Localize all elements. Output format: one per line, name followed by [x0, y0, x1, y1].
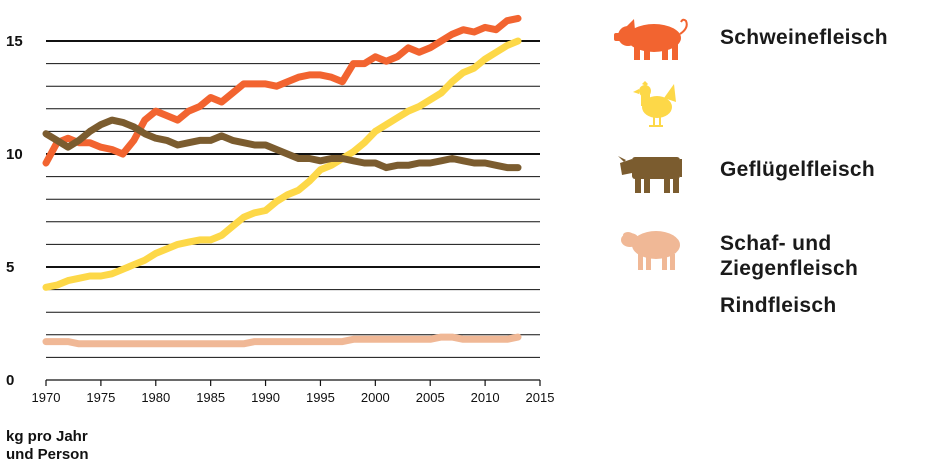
y-tick-label: 10 — [6, 146, 23, 163]
grid-lines — [46, 40, 540, 358]
unit-label-line-2: und Person — [6, 446, 89, 463]
series-line-rindfleisch — [42, 116, 522, 172]
x-tick-label: 1980 — [141, 390, 170, 405]
legend-label-rindfleisch: Rindfleisch — [720, 294, 837, 317]
legend-label-gefluegelfleisch: Geflügelfleisch — [720, 158, 876, 181]
y-tick-label: 0 — [6, 372, 14, 389]
legend-label-schweinefleisch: Schweinefleisch — [720, 26, 888, 49]
chicken-icon — [633, 81, 676, 127]
series-line-gefluegelfleisch — [42, 37, 522, 291]
x-tick-label: 1985 — [196, 390, 225, 405]
series-lines — [42, 14, 522, 348]
legend-label-line-2: Ziegenfleisch — [720, 257, 859, 280]
unit-label-line-1: kg pro Jahr — [6, 428, 88, 445]
cow-icon — [618, 156, 682, 193]
x-tick-label: 2005 — [416, 390, 445, 405]
unit-label: kg pro Jahr und Person — [6, 428, 89, 464]
y-axis-ticks: 0 5 10 15 — [6, 33, 23, 389]
series-line-schaf-und-ziegenfleisch — [42, 333, 522, 348]
y-tick-label: 15 — [6, 33, 23, 50]
legend-label-schaf-und-ziegenfleisch: Schaf- und Ziegenfleisch — [720, 231, 858, 281]
sheep-icon — [621, 231, 680, 270]
pig-icon — [614, 18, 688, 60]
x-axis: 1970 1975 1980 1985 1990 1995 2000 2005 2010 2015 — [32, 379, 555, 405]
x-tick-label: 1995 — [306, 390, 335, 405]
x-tick-label: 1970 — [32, 390, 61, 405]
series-line-schweinefleisch — [42, 14, 522, 167]
legend-label-line-1: Schaf- und — [720, 232, 832, 255]
x-tick-label: 2010 — [471, 390, 500, 405]
x-tick-label: 1990 — [251, 390, 280, 405]
x-tick-label: 2015 — [526, 390, 555, 405]
x-tick-label: 1975 — [86, 390, 115, 405]
y-tick-label: 5 — [6, 259, 14, 276]
x-tick-label: 2000 — [361, 390, 390, 405]
line-chart: 0 5 10 15 1970 1975 1980 1985 1990 1995 2000 2005 2… — [6, 14, 555, 405]
